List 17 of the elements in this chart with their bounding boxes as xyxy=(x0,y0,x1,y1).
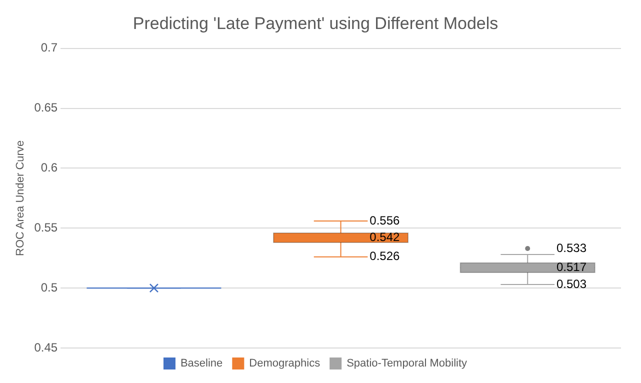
text: 0.526 xyxy=(370,249,400,264)
text: 0.533 xyxy=(556,240,587,255)
legend-label: Demographics xyxy=(249,358,321,370)
legend-label: Spatio-Temporal Mobility xyxy=(346,358,468,370)
y-tick-label: 0.65 xyxy=(34,100,58,115)
text: 0.556 xyxy=(370,213,400,228)
chart-title: Predicting 'Late Payment' using Different Models xyxy=(132,14,498,33)
y-tick-label: 0.7 xyxy=(40,40,58,55)
y-tick-label: 0.45 xyxy=(34,340,58,354)
y-tick-label: 0.6 xyxy=(40,160,58,175)
text: 0.517 xyxy=(556,260,587,274)
text: 0.503 xyxy=(556,276,587,291)
y-tick-label: 0.55 xyxy=(34,220,58,234)
text: 0.542 xyxy=(370,230,400,244)
y-axis-title: ROC Area Under Curve xyxy=(14,140,27,256)
y-tick-label: 0.5 xyxy=(40,280,58,294)
legend-label: Baseline xyxy=(180,358,223,370)
